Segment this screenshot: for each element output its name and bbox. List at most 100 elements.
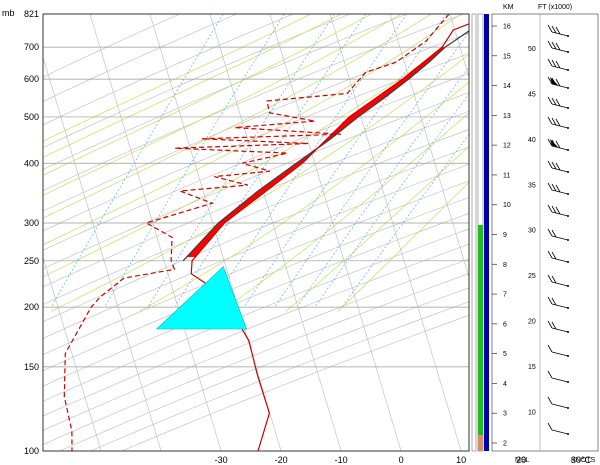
moist-adiabat <box>43 14 342 158</box>
km-tick-label: 5 <box>503 351 507 358</box>
wind-barbs <box>547 24 569 435</box>
dry-adiabat <box>43 73 469 251</box>
temperature-line <box>190 23 469 451</box>
isotherm <box>43 256 102 451</box>
dry-adiabat <box>43 53 469 232</box>
ft-tick-label: 10 <box>528 409 536 416</box>
sounding-series <box>63 14 469 451</box>
km-tick-label: 16 <box>503 24 511 31</box>
isotherm <box>329 14 462 451</box>
height-panel-frame <box>491 13 599 452</box>
wind-barb <box>547 228 569 241</box>
ft-tick-label: 50 <box>528 46 536 53</box>
dewpoint-line <box>63 14 450 451</box>
dry-adiabat <box>43 129 469 305</box>
wind-barb <box>547 76 569 89</box>
temperature-tick-label: -10 <box>335 455 348 465</box>
dry-adiabat <box>43 163 469 339</box>
mixing-ratio-line <box>210 14 408 307</box>
wind-barb <box>547 204 569 217</box>
pressure-tick-label: 600 <box>24 74 39 84</box>
wind-barb <box>547 96 569 109</box>
pressure-unit-label: mb <box>2 8 15 18</box>
pressure-tick-labels: 100 150 200 250 300 400 500 600 700 821 <box>24 9 39 456</box>
pressure-tick-label: 150 <box>24 362 39 372</box>
km-tick-label: 4 <box>503 381 507 388</box>
pressure-tick-label: 250 <box>24 256 39 266</box>
dry-adiabat <box>43 92 469 270</box>
ft-tick-label: 40 <box>528 137 536 144</box>
pressure-tick-label: 700 <box>24 42 39 52</box>
mixing-ratio-line <box>51 14 224 307</box>
mixing-ratio-line <box>244 14 447 307</box>
isotherm <box>269 14 402 451</box>
anvil-shape <box>155 266 248 330</box>
km-tick-label: 15 <box>503 53 511 60</box>
pressure-tick-label: 300 <box>24 218 39 228</box>
dry-adiabat <box>43 213 469 387</box>
ft-tick-label: 20 <box>528 318 536 325</box>
km-tick-label: 11 <box>503 172 510 179</box>
pressure-tick-label: 100 <box>24 446 39 456</box>
dry-adiabat <box>43 180 469 356</box>
ft-tick-label: 45 <box>528 92 536 99</box>
temperature-tick-label: 20 <box>516 455 526 465</box>
temperature-tick-labels: -30 -20 -10 0 10 20 30°C <box>215 455 592 465</box>
km-tick-label: 6 <box>503 321 507 328</box>
dry-adiabat <box>43 258 469 431</box>
adiabat-lines <box>43 14 469 451</box>
parcel-path <box>182 30 469 262</box>
ft-tick-label: 30 <box>528 228 536 235</box>
temperature-tick-label: 0 <box>399 455 404 465</box>
stability-bars <box>471 13 489 452</box>
wind-barb <box>547 296 569 309</box>
wind-barb <box>547 274 569 287</box>
moist-adiabat <box>43 14 402 196</box>
wind-barb <box>547 422 569 435</box>
mixing-ratio-line <box>104 14 285 307</box>
km-tick-label: 7 <box>503 292 507 299</box>
km-tick-label: 2 <box>503 441 507 448</box>
isotherm <box>209 14 342 451</box>
moist-adiabat <box>43 14 432 219</box>
temperature-tick-label: 30°C <box>571 455 592 465</box>
pressure-tick-label: 821 <box>24 9 39 19</box>
pressure-tick-label: 500 <box>24 112 39 122</box>
mixing-ratio-line <box>175 14 366 307</box>
wind-barb <box>547 182 569 195</box>
wind-barb <box>547 344 569 357</box>
msl-label: MSL <box>515 457 530 464</box>
isotherm <box>389 14 469 279</box>
anvil-triangle <box>155 266 248 330</box>
dry-adiabat <box>43 228 469 402</box>
mixing-ratio-line <box>315 93 469 307</box>
ft-tick-labels: 10 15 20 25 30 35 40 45 50 <box>528 46 536 416</box>
knots-label: KNOTS <box>571 457 595 464</box>
wind-barb <box>547 138 569 151</box>
ft-tick-label: 25 <box>528 273 536 280</box>
wind-barb <box>547 24 569 37</box>
wind-barb <box>547 250 569 263</box>
wind-barb <box>547 370 569 383</box>
wind-barb <box>547 58 569 71</box>
ft-tick-label: 15 <box>528 364 536 371</box>
ft-tick-label: 35 <box>528 182 536 189</box>
temperature-tick-label: 10 <box>456 455 466 465</box>
temperature-tick-label: -20 <box>275 455 288 465</box>
wind-barb <box>547 40 569 53</box>
isotherm <box>89 14 222 451</box>
pressure-tick-label: 200 <box>24 302 39 312</box>
km-tick-label: 9 <box>503 232 507 239</box>
km-tick-label: 13 <box>503 113 511 120</box>
plot-frame <box>42 13 470 452</box>
km-tick-labels: 2 3 4 5 6 7 8 9 10 11 12 13 14 15 16 <box>492 24 511 448</box>
wind-barb <box>547 160 569 173</box>
dry-adiabat <box>43 110 469 288</box>
dry-adiabat <box>59 287 469 451</box>
isotherm <box>43 56 162 451</box>
km-tick-label: 14 <box>503 83 511 90</box>
km-tick-label: 10 <box>503 202 511 209</box>
dry-adiabat <box>43 273 469 445</box>
km-tick-label: 12 <box>503 143 511 150</box>
